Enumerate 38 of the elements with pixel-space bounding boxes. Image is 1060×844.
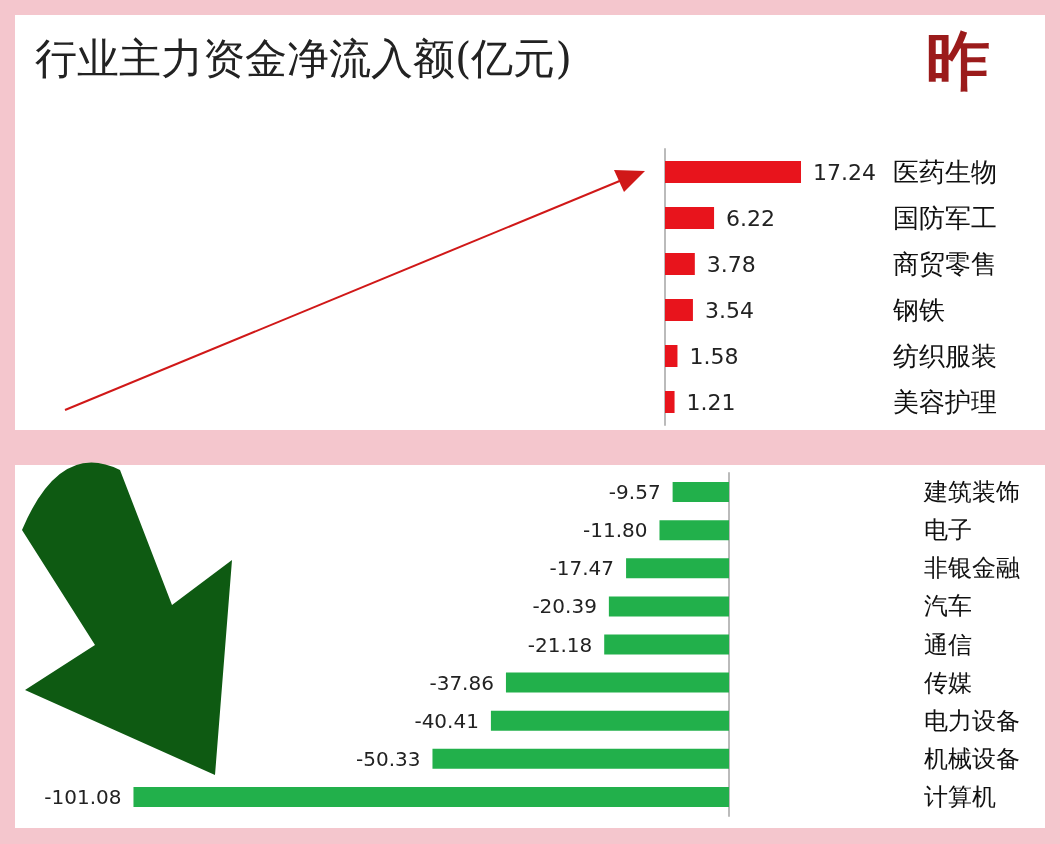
y-tick-label: 计算机 <box>924 782 996 811</box>
y-tick-label: 美容护理 <box>893 387 997 417</box>
data-label: 1.21 <box>686 389 736 415</box>
bar <box>665 299 693 321</box>
text: 昨 <box>926 24 990 98</box>
data-label: -9.57 <box>608 480 661 505</box>
y-tick-label: 电力设备 <box>924 706 1020 735</box>
bar <box>665 253 695 275</box>
y-tick-label: 国防军工 <box>893 203 997 233</box>
data-label: -40.41 <box>414 708 479 733</box>
data-label: -37.86 <box>429 670 494 695</box>
data-label: 1.58 <box>689 343 739 369</box>
y-tick-label: 通信 <box>924 630 972 659</box>
data-label: -21.18 <box>527 632 593 657</box>
data-label: 6.22 <box>726 205 776 231</box>
y-tick-label: 纺织服装 <box>893 341 997 371</box>
text: 行业主力资金净流入额(亿元) <box>35 33 572 83</box>
data-label: 17.24 <box>813 159 876 185</box>
bar <box>665 345 678 367</box>
data-label: -101.08 <box>44 784 122 809</box>
data-label: -17.47 <box>549 556 615 581</box>
y-tick-label: 商贸零售 <box>893 249 997 279</box>
y-tick-label: 机械设备 <box>924 744 1020 773</box>
data-label: -11.80 <box>582 518 648 543</box>
y-tick-label: 钢铁 <box>892 295 945 325</box>
data-label: 3.78 <box>706 251 756 277</box>
y-tick-label: 医药生物 <box>893 157 997 187</box>
bar <box>665 161 801 183</box>
bar <box>665 207 715 229</box>
data-label: -50.33 <box>355 746 421 771</box>
y-tick-label: 电子 <box>924 516 972 545</box>
bar <box>665 391 675 413</box>
y-tick-label: 非银金融 <box>924 554 1020 583</box>
y-tick-label: 传媒 <box>924 668 972 697</box>
data-label: 3.54 <box>704 297 754 323</box>
y-tick-label: 汽车 <box>924 592 972 621</box>
y-tick-label: 建筑装饰 <box>923 478 1020 507</box>
data-label: -20.39 <box>532 594 597 619</box>
